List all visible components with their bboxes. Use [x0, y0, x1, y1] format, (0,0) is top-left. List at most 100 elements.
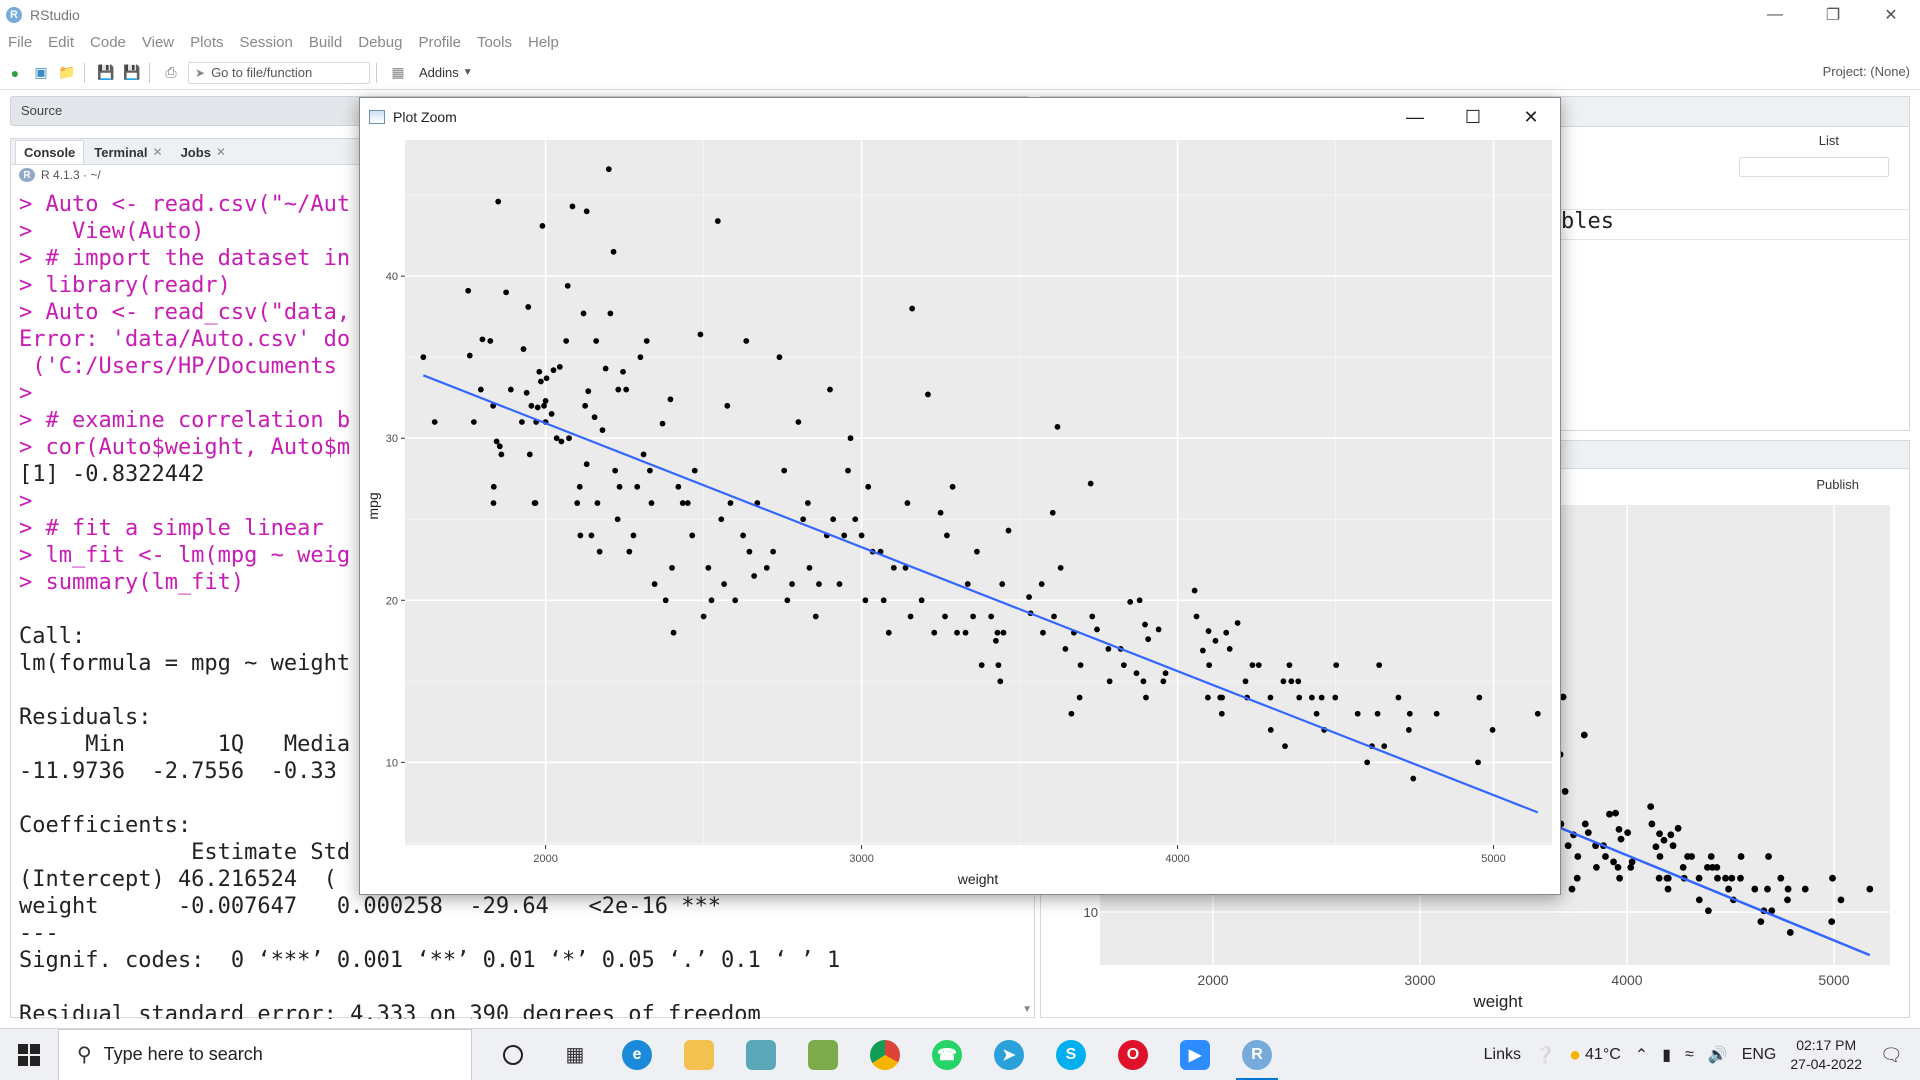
zoom-close-button[interactable]: ✕ — [1523, 106, 1539, 127]
edge-app[interactable]: e — [606, 1029, 668, 1080]
scatter-point — [1094, 626, 1100, 633]
bg-scatter-point — [1610, 858, 1617, 866]
tab-jobs-label: Jobs — [180, 144, 211, 160]
restore-button[interactable]: ❐ — [1825, 7, 1841, 24]
close-button[interactable]: ✕ — [1884, 7, 1898, 24]
menu-file[interactable]: File — [8, 33, 33, 51]
scatter-point — [784, 597, 791, 604]
notification-icon[interactable]: 🗨 — [1880, 1044, 1903, 1065]
help-icon[interactable]: ❔ — [1535, 1047, 1555, 1064]
grid-layout-icon[interactable]: ▦ — [391, 64, 405, 80]
menu-help[interactable]: Help — [528, 33, 559, 51]
scatter-point — [496, 443, 503, 450]
scatter-point — [534, 404, 541, 411]
file-explorer-app[interactable] — [668, 1029, 730, 1080]
scatter-point — [634, 483, 641, 490]
tab-terminal[interactable]: Terminal ✕ — [86, 140, 170, 164]
open-file-icon[interactable]: 📁 — [58, 64, 76, 80]
menu-session[interactable]: Session — [239, 33, 293, 51]
scatter-point — [465, 287, 472, 294]
task-view-button[interactable]: ▦ — [544, 1029, 606, 1080]
x-tick-label: 2000 — [533, 853, 557, 865]
menu-edit[interactable]: Edit — [48, 33, 75, 51]
photos-app[interactable] — [792, 1029, 854, 1080]
close-tab-icon[interactable]: ✕ — [215, 145, 226, 159]
project-menu[interactable]: Project: (None) — [1822, 64, 1910, 79]
scatter-point — [1051, 613, 1057, 620]
weather-temperature[interactable]: 41°C — [1585, 1046, 1621, 1063]
r-version-label: R 4.1.3 · ~/ — [41, 168, 101, 182]
menu-debug[interactable]: Debug — [358, 33, 403, 51]
skype-icon: S — [1056, 1039, 1086, 1070]
scatter-point — [1105, 645, 1112, 652]
menu-code[interactable]: Code — [90, 33, 126, 51]
console-line: [1] -0.8322442 — [19, 462, 205, 487]
bg-scatter-point — [1602, 853, 1609, 860]
scroll-down-icon[interactable]: ▼ — [1022, 1004, 1032, 1015]
list-view-dropdown[interactable]: List — [1818, 133, 1839, 148]
scatter-point — [858, 532, 865, 539]
opera-app[interactable]: O — [1102, 1029, 1164, 1080]
bg-scatter-point — [1648, 820, 1656, 828]
links-toolbar[interactable]: Links — [1483, 1046, 1522, 1063]
menu-build[interactable]: Build — [308, 33, 343, 51]
rstudio-app[interactable]: R — [1226, 1029, 1288, 1080]
zoom-app[interactable]: ▶ — [1164, 1029, 1226, 1080]
menu-tools[interactable]: Tools — [476, 33, 512, 51]
menu-plots[interactable]: Plots — [190, 33, 224, 51]
new-project-icon[interactable]: ▣ — [34, 64, 48, 80]
chrome-app[interactable] — [854, 1029, 916, 1080]
source-pane-title[interactable]: Source — [21, 103, 63, 118]
save-all-icon[interactable]: 💾 — [123, 64, 141, 80]
scatter-point — [1282, 743, 1288, 750]
wifi-icon[interactable]: ≈ — [1685, 1046, 1694, 1063]
console-output[interactable]: > Auto <- read.csv("~/Aut > View(Auto) > #… — [19, 191, 1024, 1019]
cortana-button[interactable] — [482, 1029, 544, 1080]
tab-console[interactable]: Console — [15, 140, 85, 164]
new-file-icon[interactable]: ● — [10, 64, 20, 81]
whatsapp-app[interactable]: ☎ — [916, 1029, 978, 1080]
rstudio-logo-icon: R — [6, 7, 22, 23]
taskbar-search-input[interactable]: ⚲ Type here to search — [58, 1028, 472, 1080]
zoom-minimize-button[interactable]: — — [1406, 106, 1424, 127]
menu-profile[interactable]: Profile — [418, 33, 461, 51]
show-hidden-icons-icon[interactable]: ⌃ — [1634, 1047, 1649, 1064]
scatter-point — [612, 467, 619, 474]
tab-terminal-label: Terminal — [94, 144, 148, 160]
scatter-point — [620, 368, 626, 375]
tab-jobs[interactable]: Jobs ✕ — [173, 140, 234, 164]
scatter-point — [1332, 694, 1339, 701]
environment-search-input[interactable] — [1739, 157, 1889, 177]
language-indicator[interactable]: ENG — [1741, 1046, 1777, 1063]
scatter-point — [637, 354, 644, 361]
search-icon: ⚲ — [77, 1044, 92, 1066]
goto-file-input[interactable]: ➤ Go to file/function — [188, 61, 370, 84]
minimize-button[interactable]: — — [1767, 6, 1783, 23]
bg-scatter-point — [1624, 829, 1632, 837]
bg-scatter-point — [1695, 896, 1703, 904]
save-icon[interactable]: 💾 — [97, 64, 115, 80]
scatter-point — [1476, 694, 1483, 701]
notes-app[interactable] — [730, 1029, 792, 1080]
console-line: > Auto <- read.csv("~/Aut — [19, 192, 351, 217]
console-line: (Intercept) 46.216524 ( — [19, 867, 337, 892]
clock[interactable]: 02:17 PM 27-04-2022 — [1790, 1036, 1862, 1074]
console-line: Estimate Std — [19, 840, 351, 865]
zoom-maximize-button[interactable]: ☐ — [1464, 106, 1482, 127]
scatter-point — [1376, 662, 1383, 669]
publish-button[interactable]: Publish — [1816, 477, 1859, 492]
addins-dropdown[interactable]: Addins — [419, 65, 459, 80]
start-button[interactable] — [0, 1029, 58, 1080]
scatter-point — [770, 548, 777, 555]
plot-zoom-titlebar[interactable]: Plot Zoom — ☐ ✕ — [360, 98, 1560, 136]
menu-view[interactable]: View — [141, 33, 175, 51]
close-tab-icon[interactable]: ✕ — [152, 145, 163, 159]
scatter-point — [1206, 662, 1213, 669]
telegram-app[interactable]: ➤ — [978, 1029, 1040, 1080]
battery-icon[interactable]: ▮ — [1662, 1047, 1671, 1064]
scatter-point — [1160, 678, 1167, 685]
windows-taskbar: ⚲ Type here to search ▦ e ☎ ➤ S O ▶ R Li… — [0, 1028, 1920, 1080]
skype-app[interactable]: S — [1040, 1029, 1102, 1080]
print-icon[interactable]: ⎙ — [165, 64, 177, 80]
volume-icon[interactable]: 🔊 — [1707, 1047, 1728, 1064]
